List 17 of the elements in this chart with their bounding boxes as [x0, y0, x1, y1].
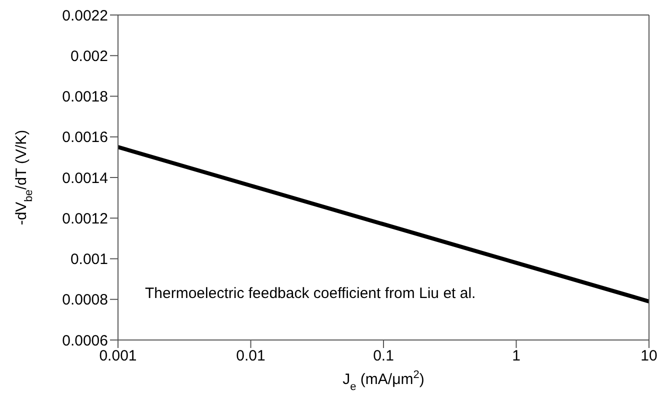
- x-tick-label: 0.01: [236, 348, 266, 365]
- y-tick-label: 0.0014: [62, 170, 108, 187]
- y-tick-label: 0.0008: [62, 292, 108, 309]
- x-axis-title: J$_{e}$ (mA/μm$^{2}$): [342, 369, 424, 393]
- x-tick-label: 1: [512, 348, 520, 365]
- y-tick-label: 0.0012: [62, 210, 108, 228]
- x-tick-label: 0.1: [373, 348, 394, 365]
- y-tick-label: 0.002: [70, 48, 108, 65]
- line-series: [118, 145, 649, 304]
- y-tick-label: 0.0006: [62, 332, 108, 350]
- x-tick-label: 10: [640, 348, 658, 365]
- y-tick-label: 0.001: [70, 251, 108, 268]
- x-tick-label: 0.001: [99, 348, 137, 365]
- annotation: Thermoelectric feedback coefficient from Liu et al.: [145, 285, 476, 302]
- y-tick-label: 0.0018: [62, 88, 108, 106]
- y-tick-label: 0.0022: [62, 7, 108, 24]
- y-tick-label: 0.0016: [62, 129, 108, 146]
